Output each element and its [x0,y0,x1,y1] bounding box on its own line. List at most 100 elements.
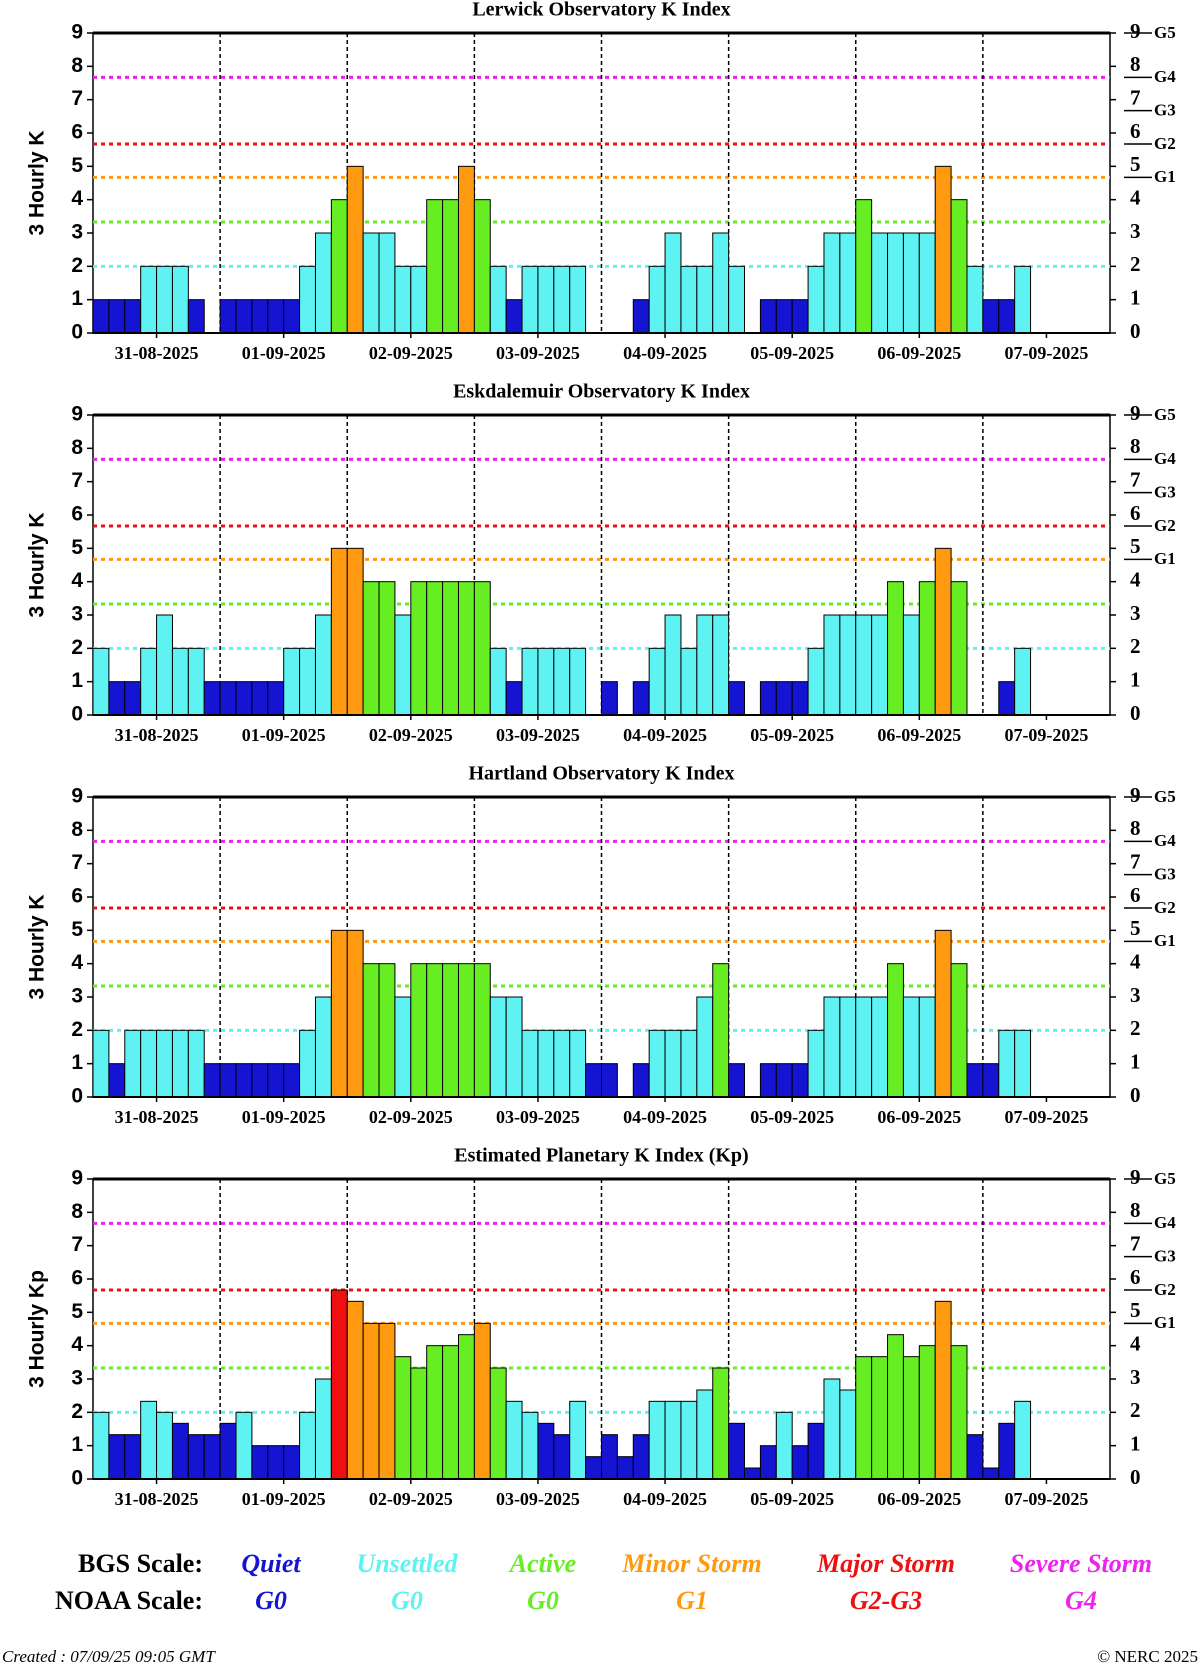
bar [791,681,809,716]
y2-tick-label: 1 [1130,1431,1141,1455]
bar [521,647,539,716]
y-tick-label: 7 [71,851,83,874]
bar [426,581,444,716]
bar [108,1063,126,1098]
bar [632,1063,650,1098]
bar [140,265,158,334]
bar [299,1411,316,1480]
bar [696,1389,714,1480]
bar [680,1029,698,1098]
date-label: 01-09-2025 [242,1107,326,1127]
bar [823,614,841,716]
bar [378,232,396,334]
bgs-scale-label: BGS Scale: [78,1549,203,1578]
g-level-label: G3 [1154,101,1176,120]
y2-tick-label: 2 [1130,1398,1141,1422]
bar [537,1422,555,1480]
bar [839,614,857,716]
y-tick-label: 2 [71,1400,83,1423]
bar [283,647,301,716]
created-note: Created : 07/09/25 09:05 GMT [2,1647,216,1666]
bar [410,581,428,716]
bar [934,547,952,716]
y-tick-label: 3 [71,221,83,244]
date-label: 01-09-2025 [242,725,326,745]
bar [410,1367,428,1480]
date-label: 07-09-2025 [1004,725,1088,745]
bar [934,1300,952,1480]
bar [92,299,110,334]
y-tick-label: 9 [71,403,83,426]
bar [664,232,682,334]
bar [950,1345,968,1480]
y-tick-label: 0 [71,703,83,726]
y2-tick-label: 9 [1130,401,1141,425]
bar [680,647,698,716]
g-level-label: G4 [1154,831,1176,850]
bar [950,199,968,334]
bar [140,1029,158,1098]
bar [219,681,237,716]
bar [410,963,428,1098]
bar [187,299,205,334]
bar [887,581,904,716]
bar [728,265,746,334]
bar [728,1422,746,1480]
y2-tick-label: 8 [1130,434,1141,458]
bar [378,581,396,716]
bgs-legend-item: Major Storm [816,1549,955,1578]
date-label: 02-09-2025 [369,1489,453,1509]
bar [203,1434,221,1480]
bar [330,929,348,1098]
bar [171,1422,189,1480]
bar [505,996,523,1098]
bar [1014,265,1032,334]
bar [505,299,523,334]
bar [759,1445,777,1480]
y-tick-label: 5 [71,154,83,177]
date-label: 03-09-2025 [496,1107,580,1127]
bar [807,647,825,716]
bar [648,647,666,716]
bar [187,1029,205,1098]
bar [267,1063,285,1098]
bar [489,996,507,1098]
bar [330,547,348,716]
bar [378,1322,396,1480]
bar [918,232,936,334]
bar [775,681,793,716]
bar [378,963,396,1098]
bar [124,1029,142,1098]
bar [569,265,587,334]
bar [871,996,889,1098]
panel-title: Eskdalemuir Observatory K Index [453,381,750,403]
y-tick-label: 6 [71,885,83,908]
bar [902,614,920,716]
bar [171,1029,189,1098]
bar [251,299,269,334]
y-tick-label: 6 [71,1267,83,1290]
bar [442,581,459,716]
bar [664,1029,682,1098]
bar [235,1063,253,1098]
bar [887,963,904,1098]
y-tick-label: 5 [71,536,83,559]
noaa-legend-item: G2-G3 [850,1586,922,1615]
bar [775,299,793,334]
bar [362,1322,380,1480]
date-label: 03-09-2025 [496,725,580,745]
y2-tick-label: 6 [1130,883,1141,907]
y-tick-label: 1 [71,1051,83,1074]
bar [696,265,714,334]
bar [791,1063,809,1098]
y-tick-label: 5 [71,1300,83,1323]
y2-tick-label: 2 [1130,252,1141,276]
bar [632,299,650,334]
y2-tick-label: 7 [1130,85,1141,109]
bar [569,647,587,716]
bar [585,1063,602,1098]
bar [314,232,332,334]
bar [791,1445,809,1480]
y2-tick-label: 0 [1130,701,1141,725]
y-tick-label: 3 [71,985,83,1008]
